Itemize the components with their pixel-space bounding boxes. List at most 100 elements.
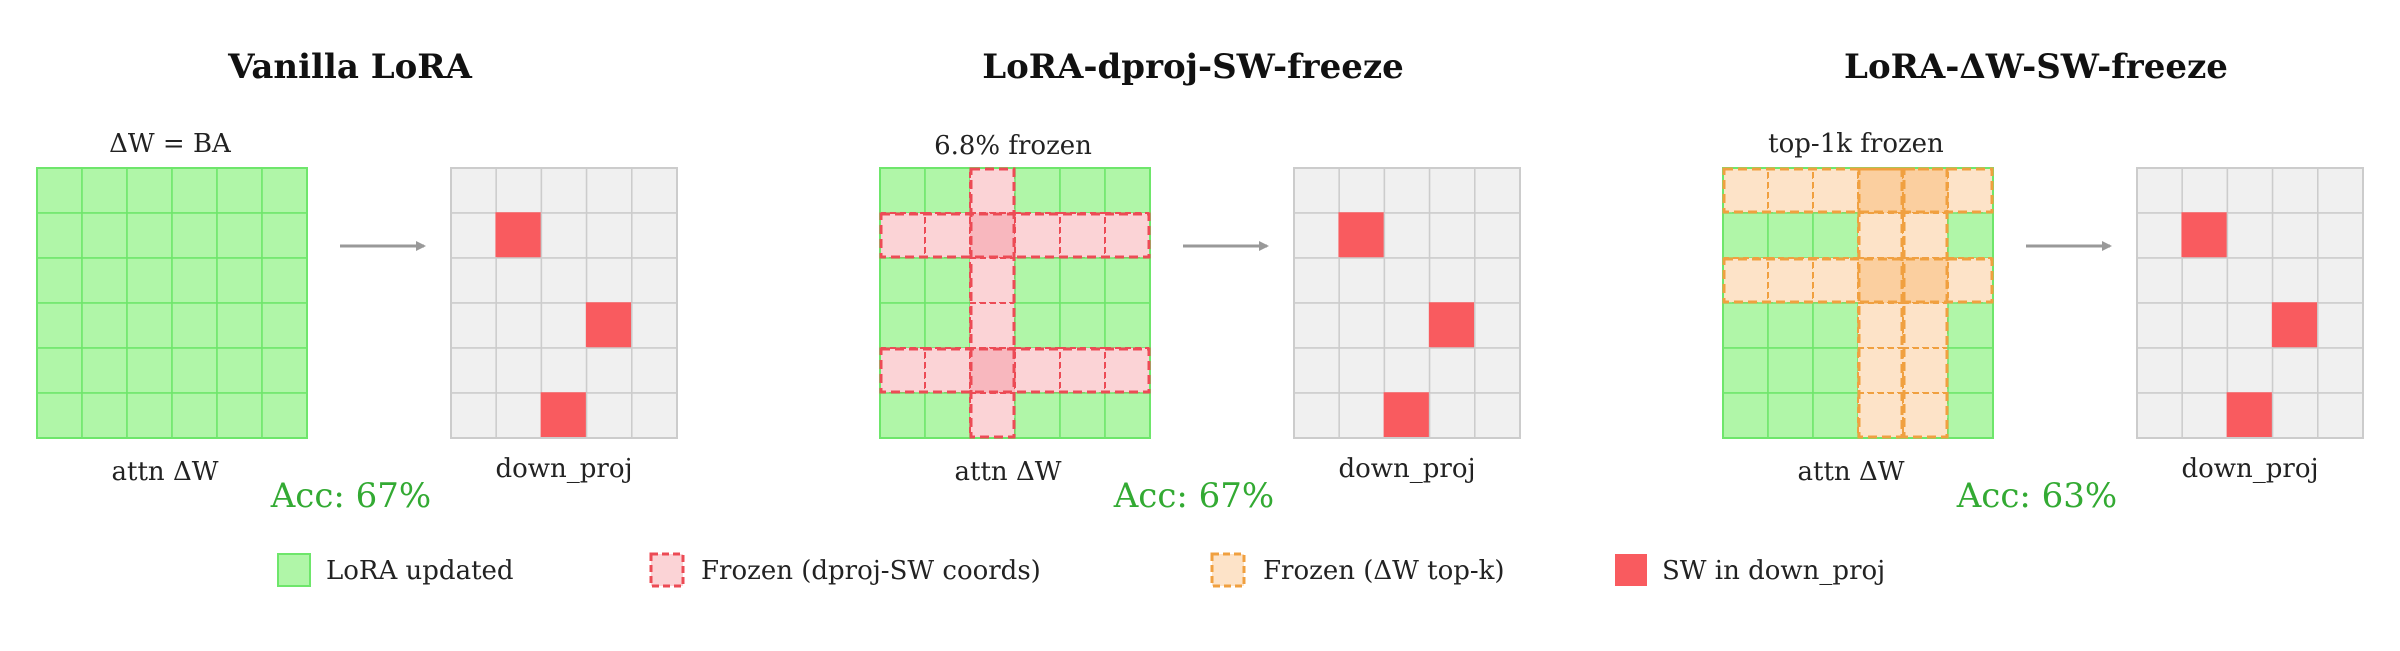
attn-top-label: top-1k frozen: [1768, 129, 1944, 159]
lora-updated-cell: [216, 167, 263, 214]
down-proj-cell: [2136, 167, 2183, 214]
down-proj-cell: [585, 167, 633, 214]
down-proj-grid: [450, 167, 678, 439]
frozen-cell: [1014, 212, 1061, 259]
down-proj-cell: [2226, 257, 2274, 304]
lora-updated-cell: [36, 347, 83, 394]
frozen-cell: [1104, 212, 1151, 259]
down-proj-cell: [2226, 212, 2274, 259]
frozen-cell: [1947, 167, 1994, 214]
down-proj-cell: [450, 167, 497, 214]
down-proj-cell: [1474, 347, 1521, 394]
lora-updated-cell: [81, 167, 128, 214]
lora-updated-cell: [81, 257, 128, 304]
lora-updated-cell: [1104, 302, 1151, 349]
down-proj-cell: [2271, 212, 2319, 259]
lora-updated-cell: [1014, 167, 1061, 214]
lora-updated-cell: [126, 392, 173, 439]
down-proj-cell: [1428, 212, 1476, 259]
frozen-cell: [1722, 257, 1769, 304]
frozen-row-outline: [879, 347, 1151, 394]
down-proj-cell: [540, 347, 588, 394]
lora-updated-cell: [924, 392, 971, 439]
frozen-cell: [879, 212, 926, 259]
attn-delta-w-grid: [36, 167, 308, 439]
legend-label: SW in down_proj: [1662, 556, 1885, 586]
frozen-cell: [1722, 167, 1769, 214]
panel-lora-delta-w-sw-freeze: LoRA-ΔW-SW-freeze top-1k frozen attn ΔW …: [1722, 47, 2364, 516]
lora-updated-cell: [36, 392, 83, 439]
frozen-cell: [1857, 347, 1904, 394]
lora-updated-cell: [1722, 392, 1769, 439]
down-proj-border: [2136, 167, 2364, 439]
down-proj-cell: [1474, 167, 1521, 214]
panel-title: Vanilla LoRA: [227, 47, 472, 87]
down-proj-cell: [2271, 392, 2319, 439]
lora-updated-cell: [1812, 212, 1859, 259]
legend-label: Frozen (dproj-SW coords): [701, 556, 1041, 586]
down-proj-cell: [2317, 347, 2364, 394]
down-proj-cell: [2317, 167, 2364, 214]
down-proj-cell: [2136, 212, 2183, 259]
frozen-cell: [1059, 212, 1106, 259]
panel-title: LoRA-dproj-SW-freeze: [982, 47, 1404, 87]
down-proj-cell: [2181, 167, 2229, 214]
lora-updated-cell: [1014, 257, 1061, 304]
legend-label: Frozen (ΔW top-k): [1263, 556, 1505, 586]
down-proj-cell: [1474, 392, 1521, 439]
lora-updated-cell: [171, 212, 218, 259]
lora-updated-cell: [924, 167, 971, 214]
down-proj-cell: [2317, 212, 2364, 259]
down-proj-cell: [2317, 302, 2364, 349]
down-proj-cell: [495, 392, 543, 439]
down-proj-label: down_proj: [1338, 454, 1475, 484]
lora-updated-cell: [1812, 392, 1859, 439]
down-proj-cell: [1338, 302, 1386, 349]
attn-label: attn ΔW: [1798, 457, 1905, 487]
down-proj-cell: [585, 257, 633, 304]
panel-vanilla-lora: Vanilla LoRA ΔW = BA attn ΔW Acc: 67% do…: [36, 47, 678, 516]
sw-cell: [2271, 302, 2319, 349]
legend-swatch-orange-frozen: [1210, 552, 1246, 588]
lora-updated-cell: [1059, 392, 1106, 439]
lora-updated-cell: [216, 347, 263, 394]
lora-updated-cell: [879, 302, 926, 349]
lora-updated-cell: [1059, 167, 1106, 214]
frozen-cell: [1767, 167, 1814, 214]
frozen-col-outline: [1857, 167, 1904, 439]
down-proj-grid: [2136, 167, 2364, 439]
lora-updated-cell: [1014, 392, 1061, 439]
lora-updated-cell: [261, 257, 308, 304]
down-proj-cell: [631, 167, 678, 214]
lora-updated-cell: [171, 167, 218, 214]
legend-item-frozen-topk: Frozen (ΔW top-k): [1210, 552, 1505, 588]
lora-updated-cell: [36, 302, 83, 349]
lora-updated-cell: [81, 347, 128, 394]
attn-top-label: ΔW = BA: [109, 129, 232, 159]
lora-updated-cell: [126, 347, 173, 394]
accuracy-label: Acc: 63%: [1956, 476, 2117, 516]
lora-updated-cell: [171, 347, 218, 394]
lora-updated-cell: [1947, 392, 1994, 439]
down-proj-cell: [2181, 347, 2229, 394]
lora-updated-cell: [1059, 302, 1106, 349]
frozen-cell: [1857, 257, 1904, 304]
legend-item-frozen-dproj: Frozen (dproj-SW coords): [649, 552, 1041, 588]
frozen-cell: [1857, 302, 1904, 349]
frozen-cell: [1857, 212, 1904, 259]
legend-label: LoRA updated: [326, 556, 514, 586]
lora-updated-cell: [171, 257, 218, 304]
attn-delta-w-grid: [879, 167, 1151, 439]
down-proj-cell: [450, 257, 497, 304]
down-proj-grid: [1293, 167, 1521, 439]
down-proj-border: [1293, 167, 1521, 439]
down-proj-cell: [2226, 167, 2274, 214]
down-proj-cell: [495, 347, 543, 394]
legend-swatch-lora: [277, 553, 311, 587]
lora-updated-cell: [1812, 302, 1859, 349]
down-proj-cell: [631, 257, 678, 304]
down-proj-cell: [1383, 302, 1431, 349]
lora-updated-cell: [1947, 212, 1994, 259]
frozen-cell: [1812, 257, 1859, 304]
down-proj-cell: [2317, 392, 2364, 439]
